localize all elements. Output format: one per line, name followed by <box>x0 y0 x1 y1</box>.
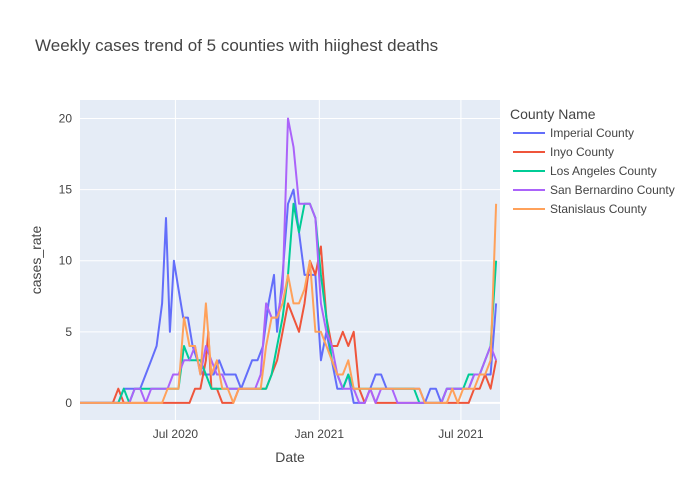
legend-label: Los Angeles County <box>550 164 657 178</box>
y-tick-label: 5 <box>65 325 72 339</box>
y-tick-label: 20 <box>59 111 73 125</box>
legend-item[interactable]: Stanislaus County <box>513 202 647 216</box>
x-tick-label: Jul 2020 <box>153 427 199 441</box>
legend-title: County Name <box>510 106 596 122</box>
series-line <box>80 188 498 404</box>
x-tick-label: Jul 2021 <box>438 427 484 441</box>
series-line <box>80 203 498 404</box>
legend-item[interactable]: San Bernardino County <box>513 183 675 197</box>
legend-item[interactable]: Inyo County <box>513 145 614 159</box>
axis-ticks: 0 5 10 15 20 Jul 2020 Jan 2021 Jul 2021 <box>59 111 484 441</box>
legend-item[interactable]: Los Angeles County <box>513 164 657 178</box>
legend[interactable]: County Name Imperial County Inyo County Lo… <box>510 106 675 216</box>
x-axis-label: Date <box>275 449 305 465</box>
legend-label: Imperial County <box>550 126 634 140</box>
series-lines <box>80 117 498 404</box>
legend-label: San Bernardino County <box>550 183 675 197</box>
chart-title: Weekly cases trend of 5 counties with hi… <box>35 36 438 55</box>
y-tick-label: 10 <box>59 254 73 268</box>
y-tick-label: 0 <box>65 396 72 410</box>
y-axis-label: cases_rate <box>28 226 44 295</box>
legend-item[interactable]: Imperial County <box>513 126 634 140</box>
legend-label: Stanislaus County <box>550 202 647 216</box>
y-tick-label: 15 <box>59 183 73 197</box>
legend-label: Inyo County <box>550 145 614 159</box>
x-tick-label: Jan 2021 <box>295 427 345 441</box>
